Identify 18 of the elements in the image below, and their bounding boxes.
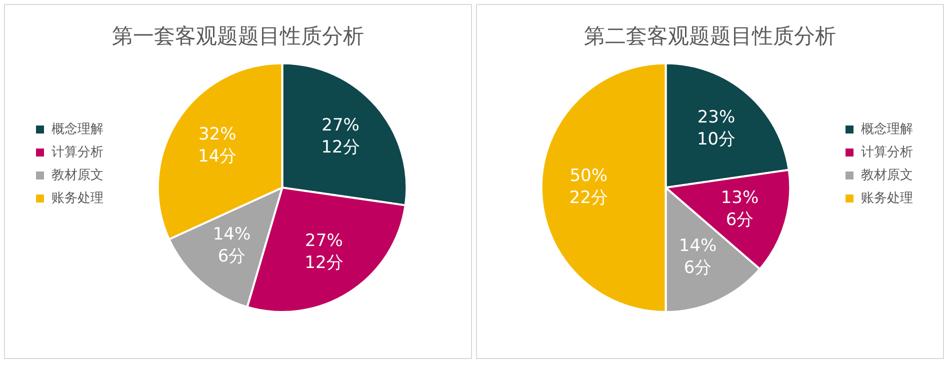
legend-label: 账务处理 xyxy=(861,190,913,206)
data-label: 14% 6分 xyxy=(678,236,717,278)
legend-label: 教材原文 xyxy=(52,168,104,183)
chart-title: 第一套客观题题目性质分析 xyxy=(112,24,364,48)
data-label: 23% 10分 xyxy=(696,108,736,150)
data-label: 50% 22分 xyxy=(569,166,608,208)
legend-label: 概念理解 xyxy=(861,122,913,137)
data-label: 14% 6分 xyxy=(212,224,251,266)
legend-label: 教材原文 xyxy=(861,168,913,183)
legend-label: 计算分析 xyxy=(52,144,104,160)
legend-label: 账务处理 xyxy=(52,190,104,206)
legend-label: 计算分析 xyxy=(861,144,913,160)
data-label: 27% 12分 xyxy=(321,116,360,158)
legend-label: 概念理解 xyxy=(52,122,104,137)
data-label: 32% 14分 xyxy=(198,124,237,166)
chart-title: 第二套客观题题目性质分析 xyxy=(584,24,836,48)
data-label: 27% 12分 xyxy=(304,230,344,273)
data-label: 13% 6分 xyxy=(720,188,759,230)
